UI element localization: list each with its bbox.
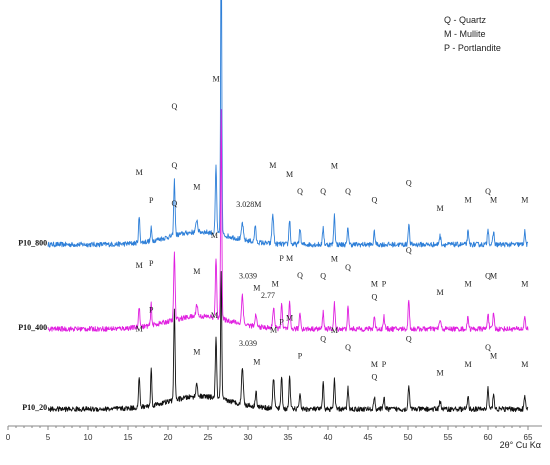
x-tick-label: 5 [46, 433, 51, 442]
series-line-p10-400 [47, 109, 529, 332]
peak-label: M [136, 261, 143, 270]
peak-label: M [193, 347, 200, 356]
peak-label: Q [297, 187, 303, 196]
series-label-p10-800: P10_800 [18, 238, 47, 247]
peak-label: 3.039 [239, 272, 257, 281]
peak-label: M [253, 284, 260, 293]
x-tick-label: 65 [524, 433, 533, 442]
peak-label: M [211, 231, 218, 240]
peak-label: Q [406, 335, 412, 344]
peak-label: M [193, 267, 200, 276]
peak-label: P [279, 317, 284, 326]
peak-label: Q [345, 187, 351, 196]
peak-label: M [269, 161, 276, 170]
peak-label: M [286, 170, 293, 179]
x-tick-label: 15 [124, 433, 133, 442]
peak-label: 3.039 [239, 339, 257, 348]
peak-label: Q [406, 246, 412, 255]
peak-label: Q [485, 271, 491, 280]
peak-label: M [270, 325, 277, 334]
x-tick-label: 20 [164, 433, 173, 442]
peak-label: Q [485, 343, 491, 352]
plot-area: P10_800MPQMMQ3.028MMMQQMQQQMMQMMP10_400M… [18, 0, 529, 413]
x-tick-label: 60 [484, 433, 493, 442]
x-axis-title: 2θ° Cu Kα [500, 440, 541, 450]
peak-label: Q [485, 187, 491, 196]
peak-label: M [521, 360, 528, 369]
peak-label: M [371, 360, 378, 369]
peak-label: M [331, 254, 338, 263]
peak-label: P [382, 360, 387, 369]
x-tick-label: 55 [444, 433, 453, 442]
peak-label: Q [297, 271, 303, 280]
peak-label: M [136, 168, 143, 177]
peak-label: M [521, 195, 528, 204]
series-label-p10-400: P10_400 [18, 323, 47, 332]
peak-label: M [331, 326, 338, 335]
peak-label: P [279, 254, 284, 263]
x-tick-label: 10 [84, 433, 93, 442]
peak-label: Q [320, 335, 326, 344]
x-tick-label: 0 [6, 433, 11, 442]
x-tick-label: 50 [404, 433, 413, 442]
peak-label: M [272, 280, 279, 289]
peak-label: M [464, 195, 471, 204]
peak-label: P [298, 351, 303, 360]
x-tick-label: 25 [204, 433, 213, 442]
peak-label: M [286, 313, 293, 322]
peak-label: M [371, 280, 378, 289]
peak-label: M [136, 324, 143, 333]
peak-label: Q [372, 195, 378, 204]
peak-label: M [212, 75, 219, 84]
peak-label: Q [172, 161, 178, 170]
series-line-p10-800 [47, 0, 529, 248]
peak-label: P [149, 306, 154, 315]
x-tick-label: 45 [364, 433, 373, 442]
peak-label: P [149, 259, 154, 268]
series-line-p10-20 [47, 271, 529, 413]
peak-label: Q [320, 187, 326, 196]
x-tick-label: 30 [244, 433, 253, 442]
peak-label: 3.028M [236, 200, 261, 209]
legend-entry-mullite: M - Mullite [444, 29, 486, 39]
peak-label: M [436, 288, 443, 297]
peak-label: M [331, 162, 338, 171]
peak-label: M [490, 195, 497, 204]
peak-label: P [149, 196, 154, 205]
legend: Q - Quartz M - Mullite P - Portlandite [444, 15, 501, 53]
peak-label: M [286, 254, 293, 263]
peak-label: 2.77 [261, 291, 275, 300]
peak-label: Q [406, 178, 412, 187]
peak-label: Q [172, 199, 178, 208]
peak-label: M [211, 311, 218, 320]
peak-label: M [490, 351, 497, 360]
peak-label: M [436, 204, 443, 213]
peak-label: Q [320, 271, 326, 280]
peak-label: M [464, 280, 471, 289]
legend-entry-portlandite: P - Portlandite [444, 43, 501, 53]
peak-label: M [253, 358, 260, 367]
peak-label: Q [172, 102, 178, 111]
peak-label: M [436, 368, 443, 377]
peak-label: Q [345, 343, 351, 352]
legend-entry-quartz: Q - Quartz [444, 15, 487, 25]
x-tick-label: 40 [324, 433, 333, 442]
peak-label: Q [345, 263, 351, 272]
x-tick-label: 35 [284, 433, 293, 442]
peak-label: M [464, 360, 471, 369]
x-axis: 0 5 10 15 20 25 30 35 40 45 50 55 60 65 [6, 425, 542, 442]
peak-label: P [382, 280, 387, 289]
series-label-p10-20: P10_20 [22, 403, 47, 412]
peak-label: M [521, 280, 528, 289]
peak-label: M [490, 271, 497, 280]
peak-label: Q [372, 373, 378, 382]
peak-label: Q [372, 292, 378, 301]
peak-label: M [193, 183, 200, 192]
